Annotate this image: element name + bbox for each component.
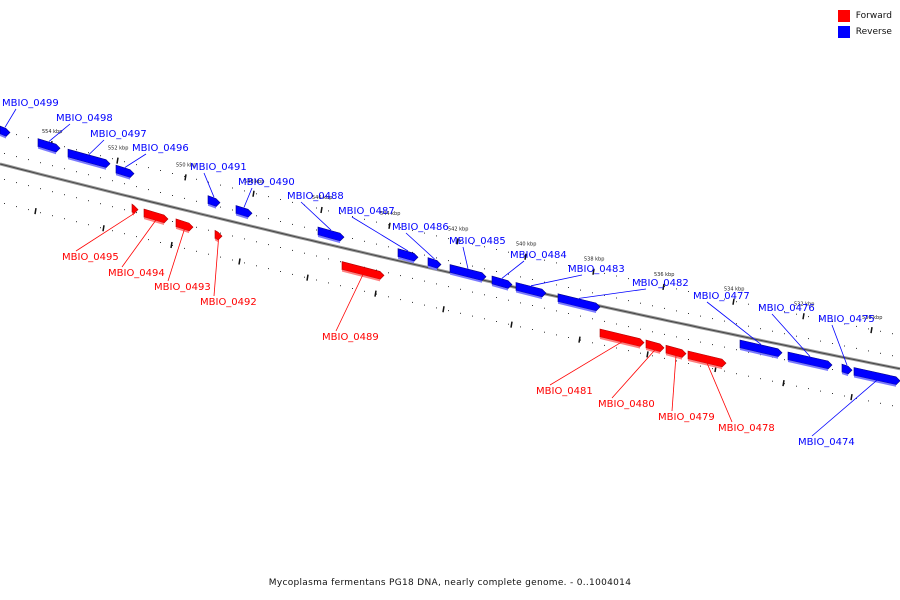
tick-label: 546 kbp [312, 195, 332, 201]
gene-mbio_0498[interactable] [37, 138, 61, 155]
gene-label-mbio_0490[interactable]: MBIO_0490 [238, 177, 295, 188]
gene-label-mbio_0488[interactable]: MBIO_0488 [287, 191, 344, 202]
gene-label-mbio_0495[interactable]: MBIO_0495 [62, 252, 119, 263]
legend-reverse-swatch [837, 26, 850, 38]
gene-mbio_0482[interactable] [557, 293, 601, 313]
gene-label-mbio_0498[interactable]: MBIO_0498 [56, 113, 113, 124]
gene-label-mbio_0480[interactable]: MBIO_0480 [598, 399, 655, 410]
gene-label-mbio_0494[interactable]: MBIO_0494 [108, 268, 165, 279]
gene-mbio_0490[interactable] [235, 205, 253, 220]
tick-label: 548 kbp [244, 179, 264, 185]
gene-label-mbio_0477[interactable]: MBIO_0477 [693, 291, 750, 302]
gene-mbio_0497[interactable] [67, 148, 111, 170]
legend-reverse: Reverse [837, 24, 892, 40]
gene-label-mbio_0476[interactable]: MBIO_0476 [758, 303, 815, 314]
gene-label-mbio_0485[interactable]: MBIO_0485 [449, 236, 506, 247]
gene-label-mbio_0478[interactable]: MBIO_0478 [718, 423, 775, 434]
tick-label: 552 kbp [108, 146, 128, 152]
gene-mbio_0494[interactable] [143, 208, 169, 225]
gene-label-mbio_0482[interactable]: MBIO_0482 [632, 278, 689, 289]
gene-mbio_0493[interactable] [175, 218, 194, 234]
legend-reverse-label: Reverse [855, 27, 892, 37]
tick-label: 536 kbp [654, 272, 674, 278]
gene-mbio_0474[interactable] [853, 367, 900, 387]
gene-label-mbio_0475[interactable]: MBIO_0475 [818, 314, 875, 325]
gene-mbio_0483[interactable] [515, 282, 547, 300]
gene-mbio_0476[interactable] [787, 351, 833, 371]
gene-layer [0, 125, 900, 387]
gene-label-mbio_0493[interactable]: MBIO_0493 [154, 282, 211, 293]
legend-forward-label: Forward [855, 11, 892, 21]
gene-label-mbio_0486[interactable]: MBIO_0486 [392, 222, 449, 233]
tick-label: 538 kbp [584, 257, 604, 263]
gene-mbio_0488[interactable] [317, 226, 345, 244]
tick-label: 542 kbp [448, 226, 468, 232]
gene-mbio_0499[interactable] [0, 125, 11, 139]
tick-label: 550 kbp [176, 162, 196, 168]
gene-mbio_0496[interactable] [115, 164, 135, 180]
gene-mbio_0487[interactable] [397, 248, 419, 264]
gene-label-mbio_0474[interactable]: MBIO_0474 [798, 437, 855, 448]
tick-label: 532 kbp [794, 301, 814, 307]
gene-mbio_0485[interactable] [449, 264, 487, 283]
gene-label-mbio_0483[interactable]: MBIO_0483 [568, 264, 625, 275]
tick-label: 544 kbp [380, 211, 400, 217]
legend: Forward Reverse [837, 8, 892, 40]
gene-label-mbio_0497[interactable]: MBIO_0497 [90, 129, 147, 140]
legend-forward: Forward [837, 8, 892, 24]
gene-mbio_0481[interactable] [599, 328, 645, 349]
tick-label: 540 kbp [516, 242, 536, 248]
gene-mbio_0484[interactable] [491, 275, 513, 291]
gene-mbio_0477[interactable] [739, 339, 783, 359]
tick-layer: 554 kbp 552 kbp 550 kbp 548 kbp 546 kbp 544 k… [34, 129, 882, 401]
gene-label-mbio_0489[interactable]: MBIO_0489 [322, 332, 379, 343]
legend-forward-swatch [837, 10, 850, 22]
gene-mbio_0491[interactable] [207, 195, 221, 209]
tick-label: 534 kbp [724, 287, 744, 293]
map-caption: Mycoplasma fermentans PG18 DNA, nearly c… [268, 578, 632, 588]
label-layer: MBIO_0499MBIO_0498MBIO_0497MBIO_0496MBIO… [2, 98, 878, 448]
gene-mbio_0486[interactable] [427, 257, 442, 271]
gene-mbio_0489[interactable] [341, 261, 385, 282]
gene-label-mbio_0491[interactable]: MBIO_0491 [190, 162, 247, 173]
gene-mbio_0480[interactable] [645, 339, 665, 354]
gene-label-mbio_0492[interactable]: MBIO_0492 [200, 297, 257, 308]
gene-label-mbio_0481[interactable]: MBIO_0481 [536, 386, 593, 397]
gene-mbio_0478[interactable] [687, 350, 727, 370]
gene-mbio_0479[interactable] [665, 344, 687, 360]
tick-label: 530 kbp [862, 315, 882, 321]
gene-mbio_0492[interactable] [214, 229, 223, 243]
gene-label-mbio_0499[interactable]: MBIO_0499 [2, 98, 59, 109]
gene-label-mbio_0496[interactable]: MBIO_0496 [132, 143, 189, 154]
gene-label-mbio_0484[interactable]: MBIO_0484 [510, 250, 567, 261]
gene-label-mbio_0487[interactable]: MBIO_0487 [338, 206, 395, 217]
gene-label-mbio_0479[interactable]: MBIO_0479 [658, 412, 715, 423]
tick-label: 554 kbp [42, 129, 62, 135]
gene-mbio_0475[interactable] [841, 363, 853, 377]
